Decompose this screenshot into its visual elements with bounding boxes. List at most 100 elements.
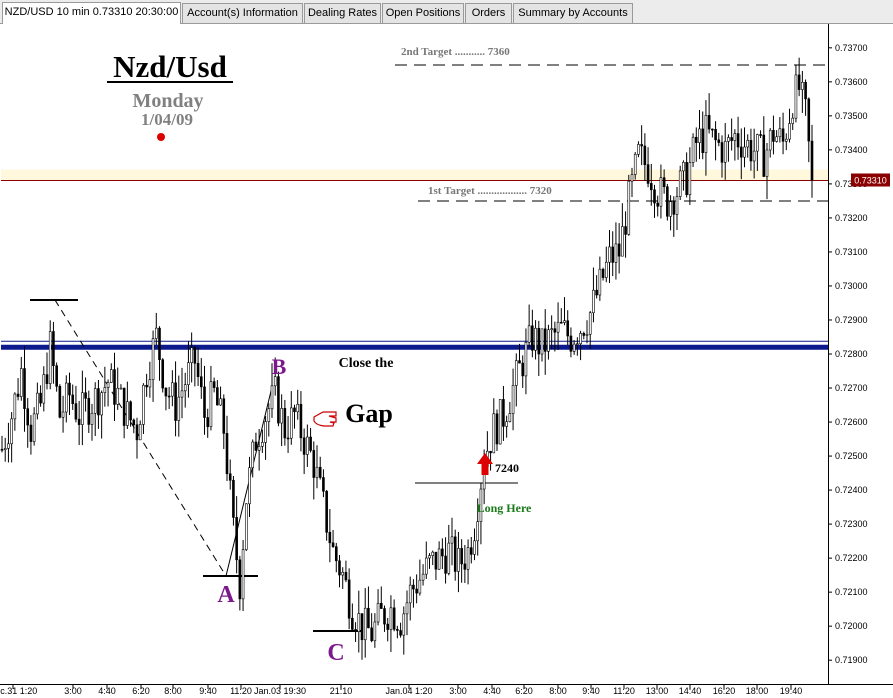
candle xyxy=(804,79,807,116)
tab-summary-by-accounts[interactable]: Summary by Accounts xyxy=(513,3,633,23)
candle xyxy=(190,332,193,383)
candle xyxy=(723,122,727,180)
candle xyxy=(653,184,656,218)
candle xyxy=(698,109,701,160)
candle xyxy=(797,57,801,97)
svg-text:0.73310: 0.73310 xyxy=(854,175,887,185)
candle xyxy=(540,328,544,362)
candle xyxy=(450,517,454,566)
candle xyxy=(74,385,78,423)
x-tick-label: Jan.04 1:20 xyxy=(385,686,432,696)
candle xyxy=(759,130,762,138)
candle xyxy=(19,356,23,401)
candle xyxy=(791,113,795,130)
candle xyxy=(16,378,20,401)
candle xyxy=(93,382,97,437)
candle xyxy=(691,133,695,167)
candle xyxy=(225,415,229,482)
candle xyxy=(649,163,653,206)
candle xyxy=(498,399,502,445)
candle xyxy=(389,595,393,652)
candle xyxy=(424,541,428,579)
candle xyxy=(646,147,650,188)
candle xyxy=(113,352,116,422)
candle xyxy=(341,567,345,589)
candle xyxy=(270,363,274,418)
candle xyxy=(444,537,447,584)
y-tick-label: 0.73100 xyxy=(835,247,868,257)
tab-dealing-rates[interactable]: Dealing Rates xyxy=(304,3,381,23)
x-tick-label: 9:40 xyxy=(582,686,600,696)
candle xyxy=(135,417,139,459)
candle xyxy=(187,340,190,398)
candle xyxy=(261,429,264,453)
x-tick-label: 16:20 xyxy=(713,686,736,696)
long-here-label: Long Here xyxy=(477,501,532,515)
candle xyxy=(524,328,528,395)
candle xyxy=(222,394,226,450)
candle xyxy=(84,377,87,412)
candle xyxy=(514,353,518,407)
candle xyxy=(405,590,409,636)
close-the-gap-line2: Gap xyxy=(345,399,393,428)
candle xyxy=(743,127,746,168)
x-tick-label: 8:00 xyxy=(549,686,567,696)
x-tick-label: 3:00 xyxy=(449,686,467,696)
candle xyxy=(392,599,396,632)
pattern-label-a: A xyxy=(217,582,235,608)
candle xyxy=(344,560,348,583)
candle xyxy=(614,222,618,280)
candle xyxy=(678,165,682,201)
price-chart: 0.737000.736000.735000.734000.733000.732… xyxy=(0,24,893,698)
candle xyxy=(42,366,46,412)
candle xyxy=(434,551,438,580)
candle xyxy=(630,167,634,197)
candle xyxy=(531,309,534,358)
y-tick-label: 0.72000 xyxy=(835,621,868,631)
candle xyxy=(90,403,94,441)
candle xyxy=(707,93,711,134)
tab-accounts-information[interactable]: Account(s) Information xyxy=(182,3,303,23)
candle xyxy=(306,424,309,467)
candles xyxy=(0,57,814,660)
candle xyxy=(174,361,177,437)
candle xyxy=(659,164,663,219)
candle xyxy=(566,310,570,345)
candle xyxy=(685,152,688,198)
candle xyxy=(479,483,483,545)
candle xyxy=(280,394,283,447)
candle xyxy=(447,524,451,576)
date-label: 1/04/09 xyxy=(141,110,193,129)
tab-nzdusd-chart[interactable]: NZD/USD 10 min 0.73310 20:30:00 xyxy=(2,2,181,24)
candle xyxy=(87,390,91,433)
y-tick-label: 0.72400 xyxy=(835,485,868,495)
candle xyxy=(354,622,357,642)
candle xyxy=(457,531,460,593)
candle xyxy=(511,368,515,431)
candle xyxy=(717,132,721,147)
candle xyxy=(318,456,322,480)
y-tick-label: 0.72800 xyxy=(835,349,868,359)
candle xyxy=(415,574,418,604)
candle xyxy=(627,174,631,236)
candle xyxy=(7,422,10,463)
tab-orders[interactable]: Orders xyxy=(465,3,512,23)
candle xyxy=(611,231,615,277)
first-target-label: 1st Target .................. 7320 xyxy=(428,185,552,197)
candle xyxy=(97,379,100,429)
candle xyxy=(543,309,547,375)
candle xyxy=(749,128,753,171)
candle xyxy=(309,427,312,453)
candle xyxy=(129,400,132,427)
candle xyxy=(675,186,679,231)
candle xyxy=(351,603,354,632)
candle xyxy=(794,64,798,123)
candle xyxy=(216,380,219,406)
candle xyxy=(219,386,222,406)
candle xyxy=(746,134,750,158)
candle xyxy=(254,432,258,452)
tab-open-positions[interactable]: Open Positions xyxy=(382,3,464,23)
candle xyxy=(48,320,52,390)
candle xyxy=(588,310,592,349)
y-tick-label: 0.72200 xyxy=(835,553,868,563)
